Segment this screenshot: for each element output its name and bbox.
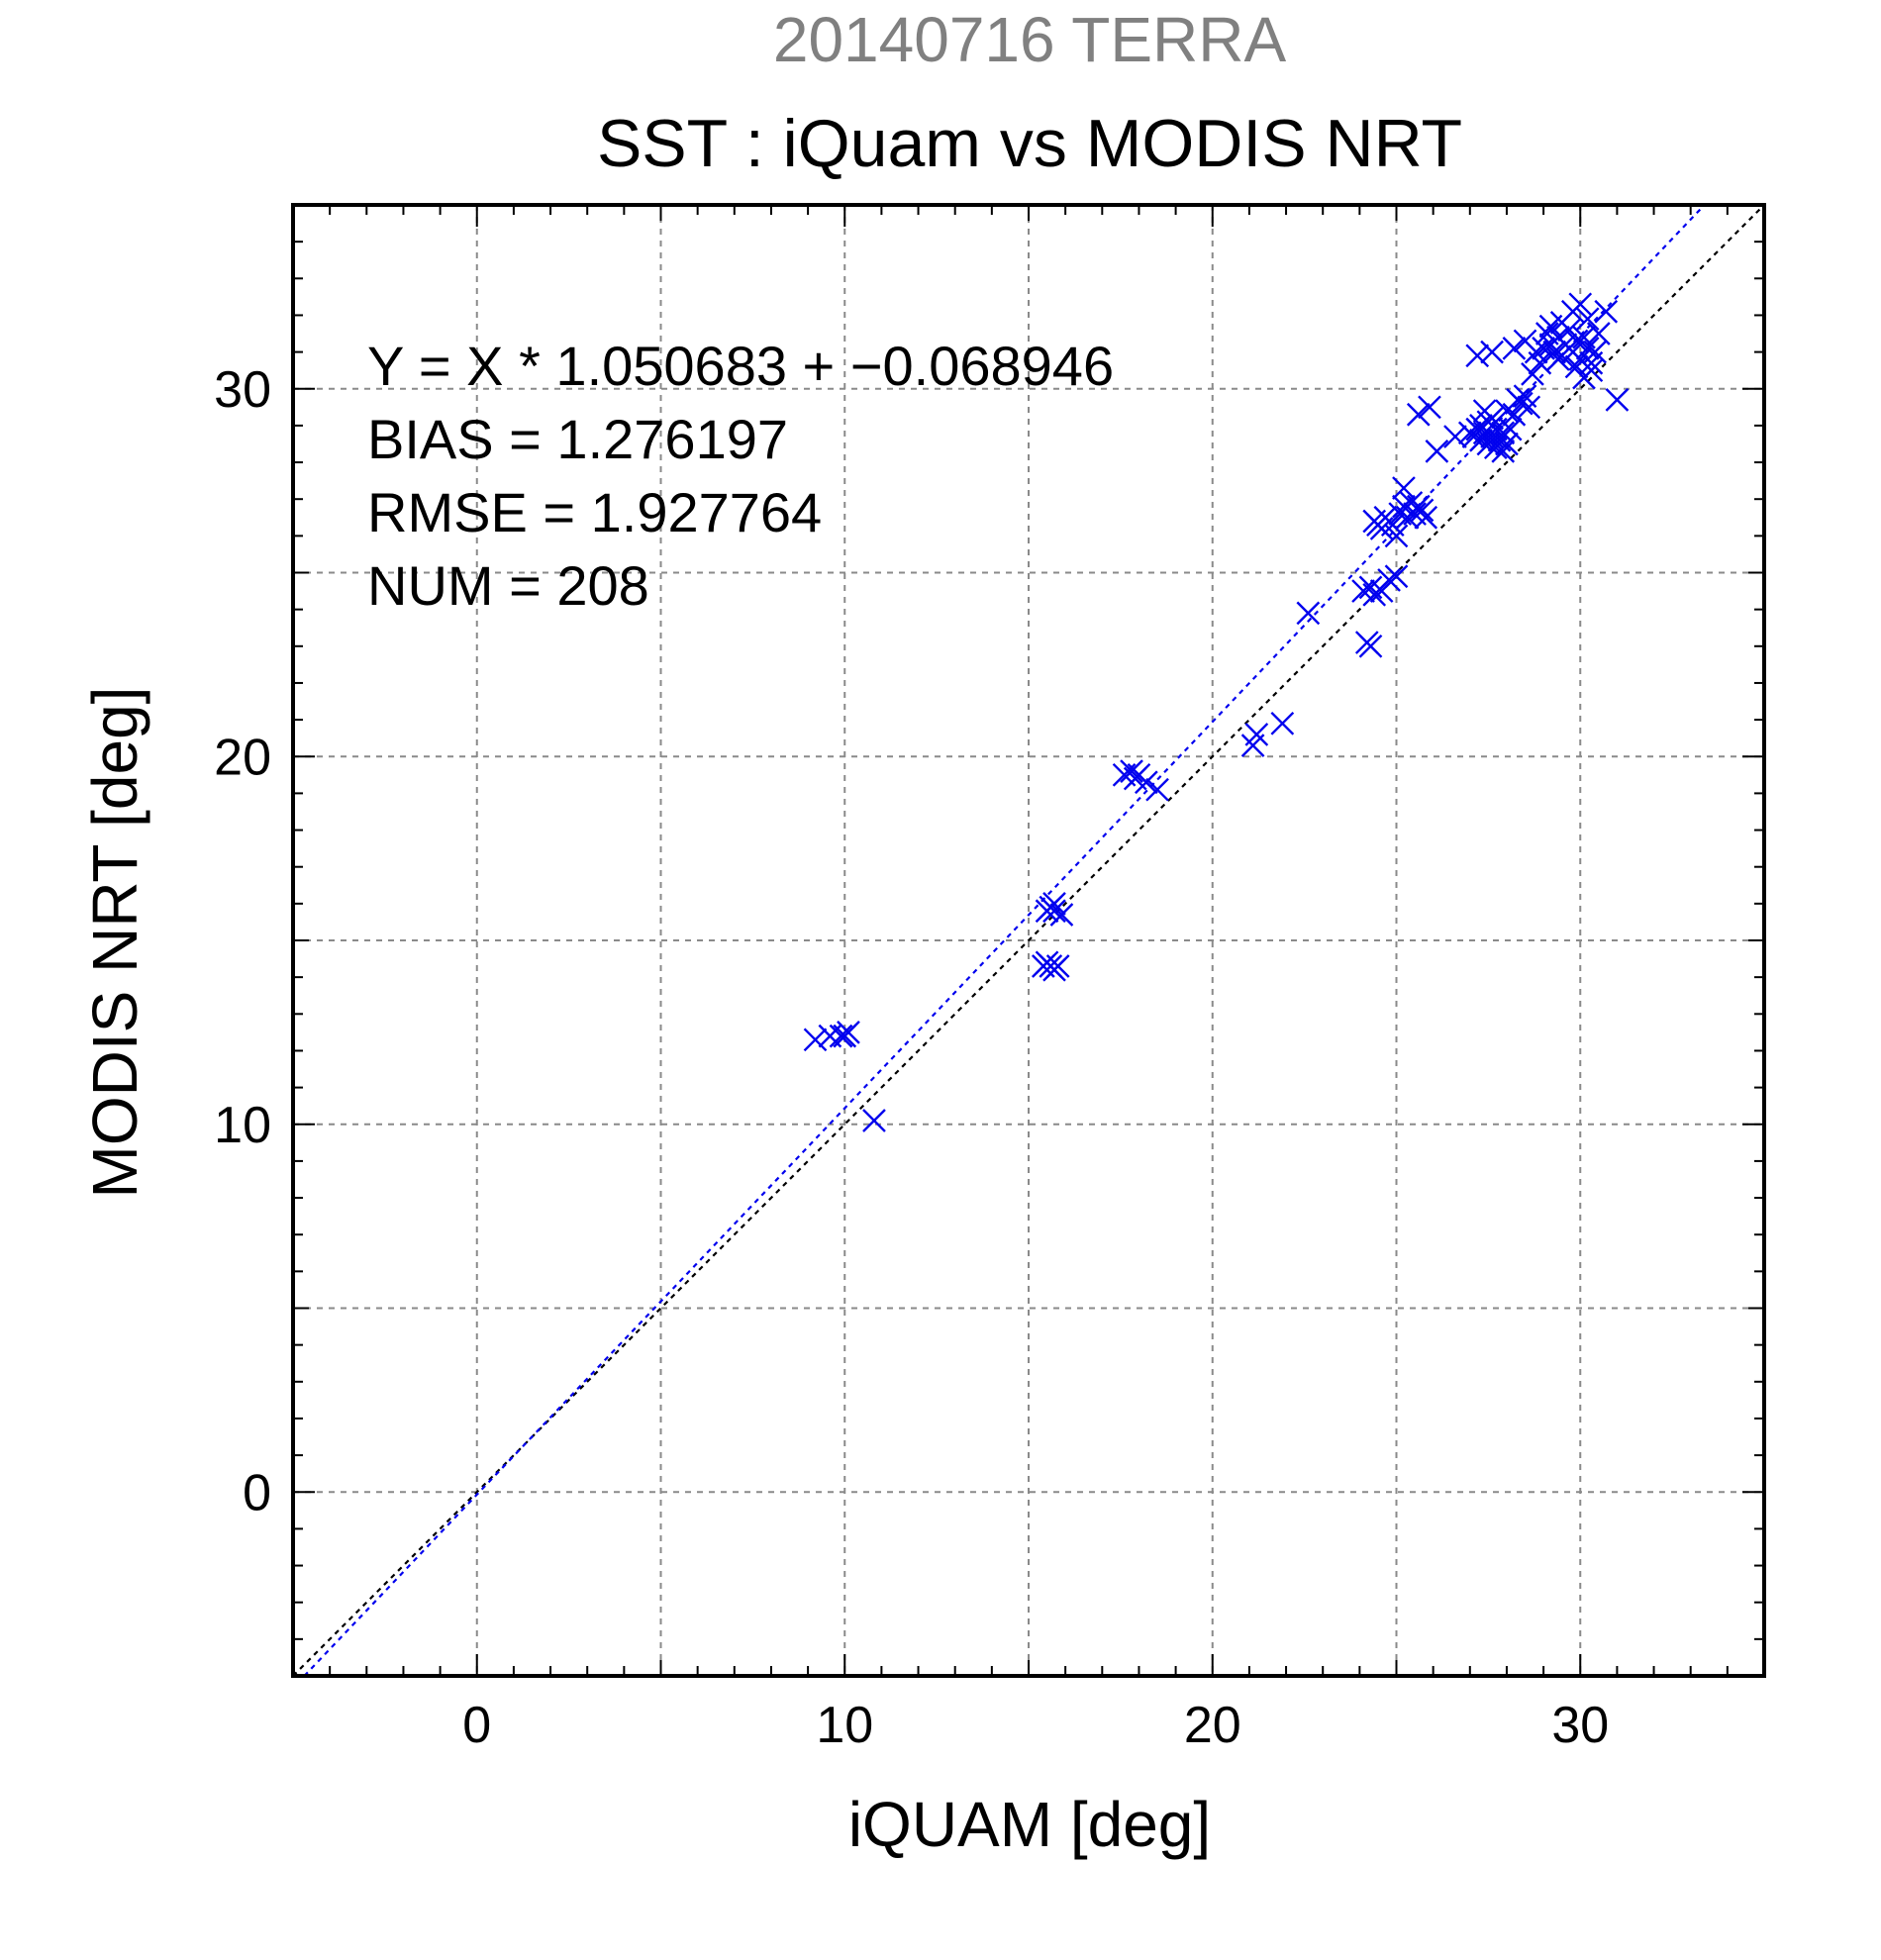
fit-line (303, 204, 1706, 1677)
y-tick-label: 10 (214, 1097, 271, 1154)
x-tick-label: 0 (462, 1697, 491, 1754)
data-point (1480, 406, 1504, 431)
data-point (1605, 388, 1630, 412)
tick-labels: 0 10 20 30 0 10 20 30 (214, 361, 1609, 1754)
y-tick-label: 0 (243, 1464, 271, 1521)
data-point (1377, 568, 1401, 592)
data-point (1575, 337, 1600, 360)
data-point (1384, 564, 1409, 589)
data-point (1572, 365, 1596, 390)
statistics-annotation: Y = X * 1.050683 + −0.068946 BIAS = 1.27… (367, 335, 1114, 617)
data-point (1042, 899, 1066, 924)
data-point (1425, 440, 1449, 463)
data-point (1568, 292, 1593, 317)
data-point (1049, 903, 1074, 927)
data-point (1244, 723, 1269, 746)
data-point (1498, 417, 1523, 441)
data-point (1483, 436, 1508, 460)
chart-title: 20140716 TERRA (773, 4, 1287, 75)
data-point (1513, 329, 1537, 353)
data-point (1120, 759, 1143, 783)
data-point (1406, 402, 1431, 427)
y-axis-label: MODIS NRT [deg] (79, 687, 150, 1199)
data-points (803, 292, 1630, 1132)
data-point (1384, 524, 1409, 548)
plot-frame (291, 203, 1766, 1678)
data-point (1502, 402, 1527, 427)
data-point (1517, 395, 1541, 420)
bias-text: BIAS = 1.276197 (367, 408, 788, 470)
fit-equation: Y = X * 1.050683 + −0.068946 (367, 335, 1114, 397)
data-point (1270, 711, 1295, 735)
plot-border (291, 203, 1766, 1678)
data-point (829, 1024, 853, 1048)
data-point (1583, 340, 1607, 364)
y-tick-label: 20 (214, 729, 271, 786)
data-point (1469, 414, 1493, 438)
data-point (1546, 347, 1570, 371)
data-point (1418, 395, 1441, 420)
data-point (1414, 505, 1438, 530)
data-point (1542, 340, 1567, 364)
data-point (1521, 362, 1544, 386)
data-point (837, 1021, 860, 1044)
data-point (1296, 601, 1321, 626)
data-point (1564, 354, 1589, 379)
data-point (1358, 634, 1383, 658)
x-tick-label: 30 (1551, 1697, 1609, 1754)
data-point (862, 1109, 886, 1132)
num-text: NUM = 208 (367, 554, 649, 617)
x-axis-label: iQUAM [deg] (848, 1789, 1211, 1860)
data-point (1506, 388, 1530, 412)
data-point (1480, 340, 1504, 364)
rmse-text: RMSE = 1.927764 (367, 481, 822, 543)
data-point (1392, 476, 1416, 500)
data-point (1410, 498, 1435, 523)
data-point (1564, 329, 1589, 353)
data-point (1145, 777, 1169, 802)
data-point (1443, 425, 1467, 448)
data-point (1594, 299, 1619, 324)
data-point (1135, 770, 1158, 795)
data-point (1586, 322, 1611, 345)
data-point (1042, 892, 1066, 916)
data-point (1491, 440, 1516, 463)
y-tick-label: 30 (214, 361, 271, 419)
fit-line-path (303, 204, 1706, 1677)
data-point (803, 1028, 828, 1052)
x-tick-label: 20 (1184, 1697, 1241, 1754)
x-tick-label: 10 (816, 1697, 873, 1754)
data-point (1575, 307, 1600, 332)
data-point (1045, 954, 1070, 978)
chart-subtitle: SST : iQuam vs MODIS NRT (597, 106, 1462, 181)
data-point (1502, 337, 1527, 360)
data-point (1465, 343, 1490, 368)
